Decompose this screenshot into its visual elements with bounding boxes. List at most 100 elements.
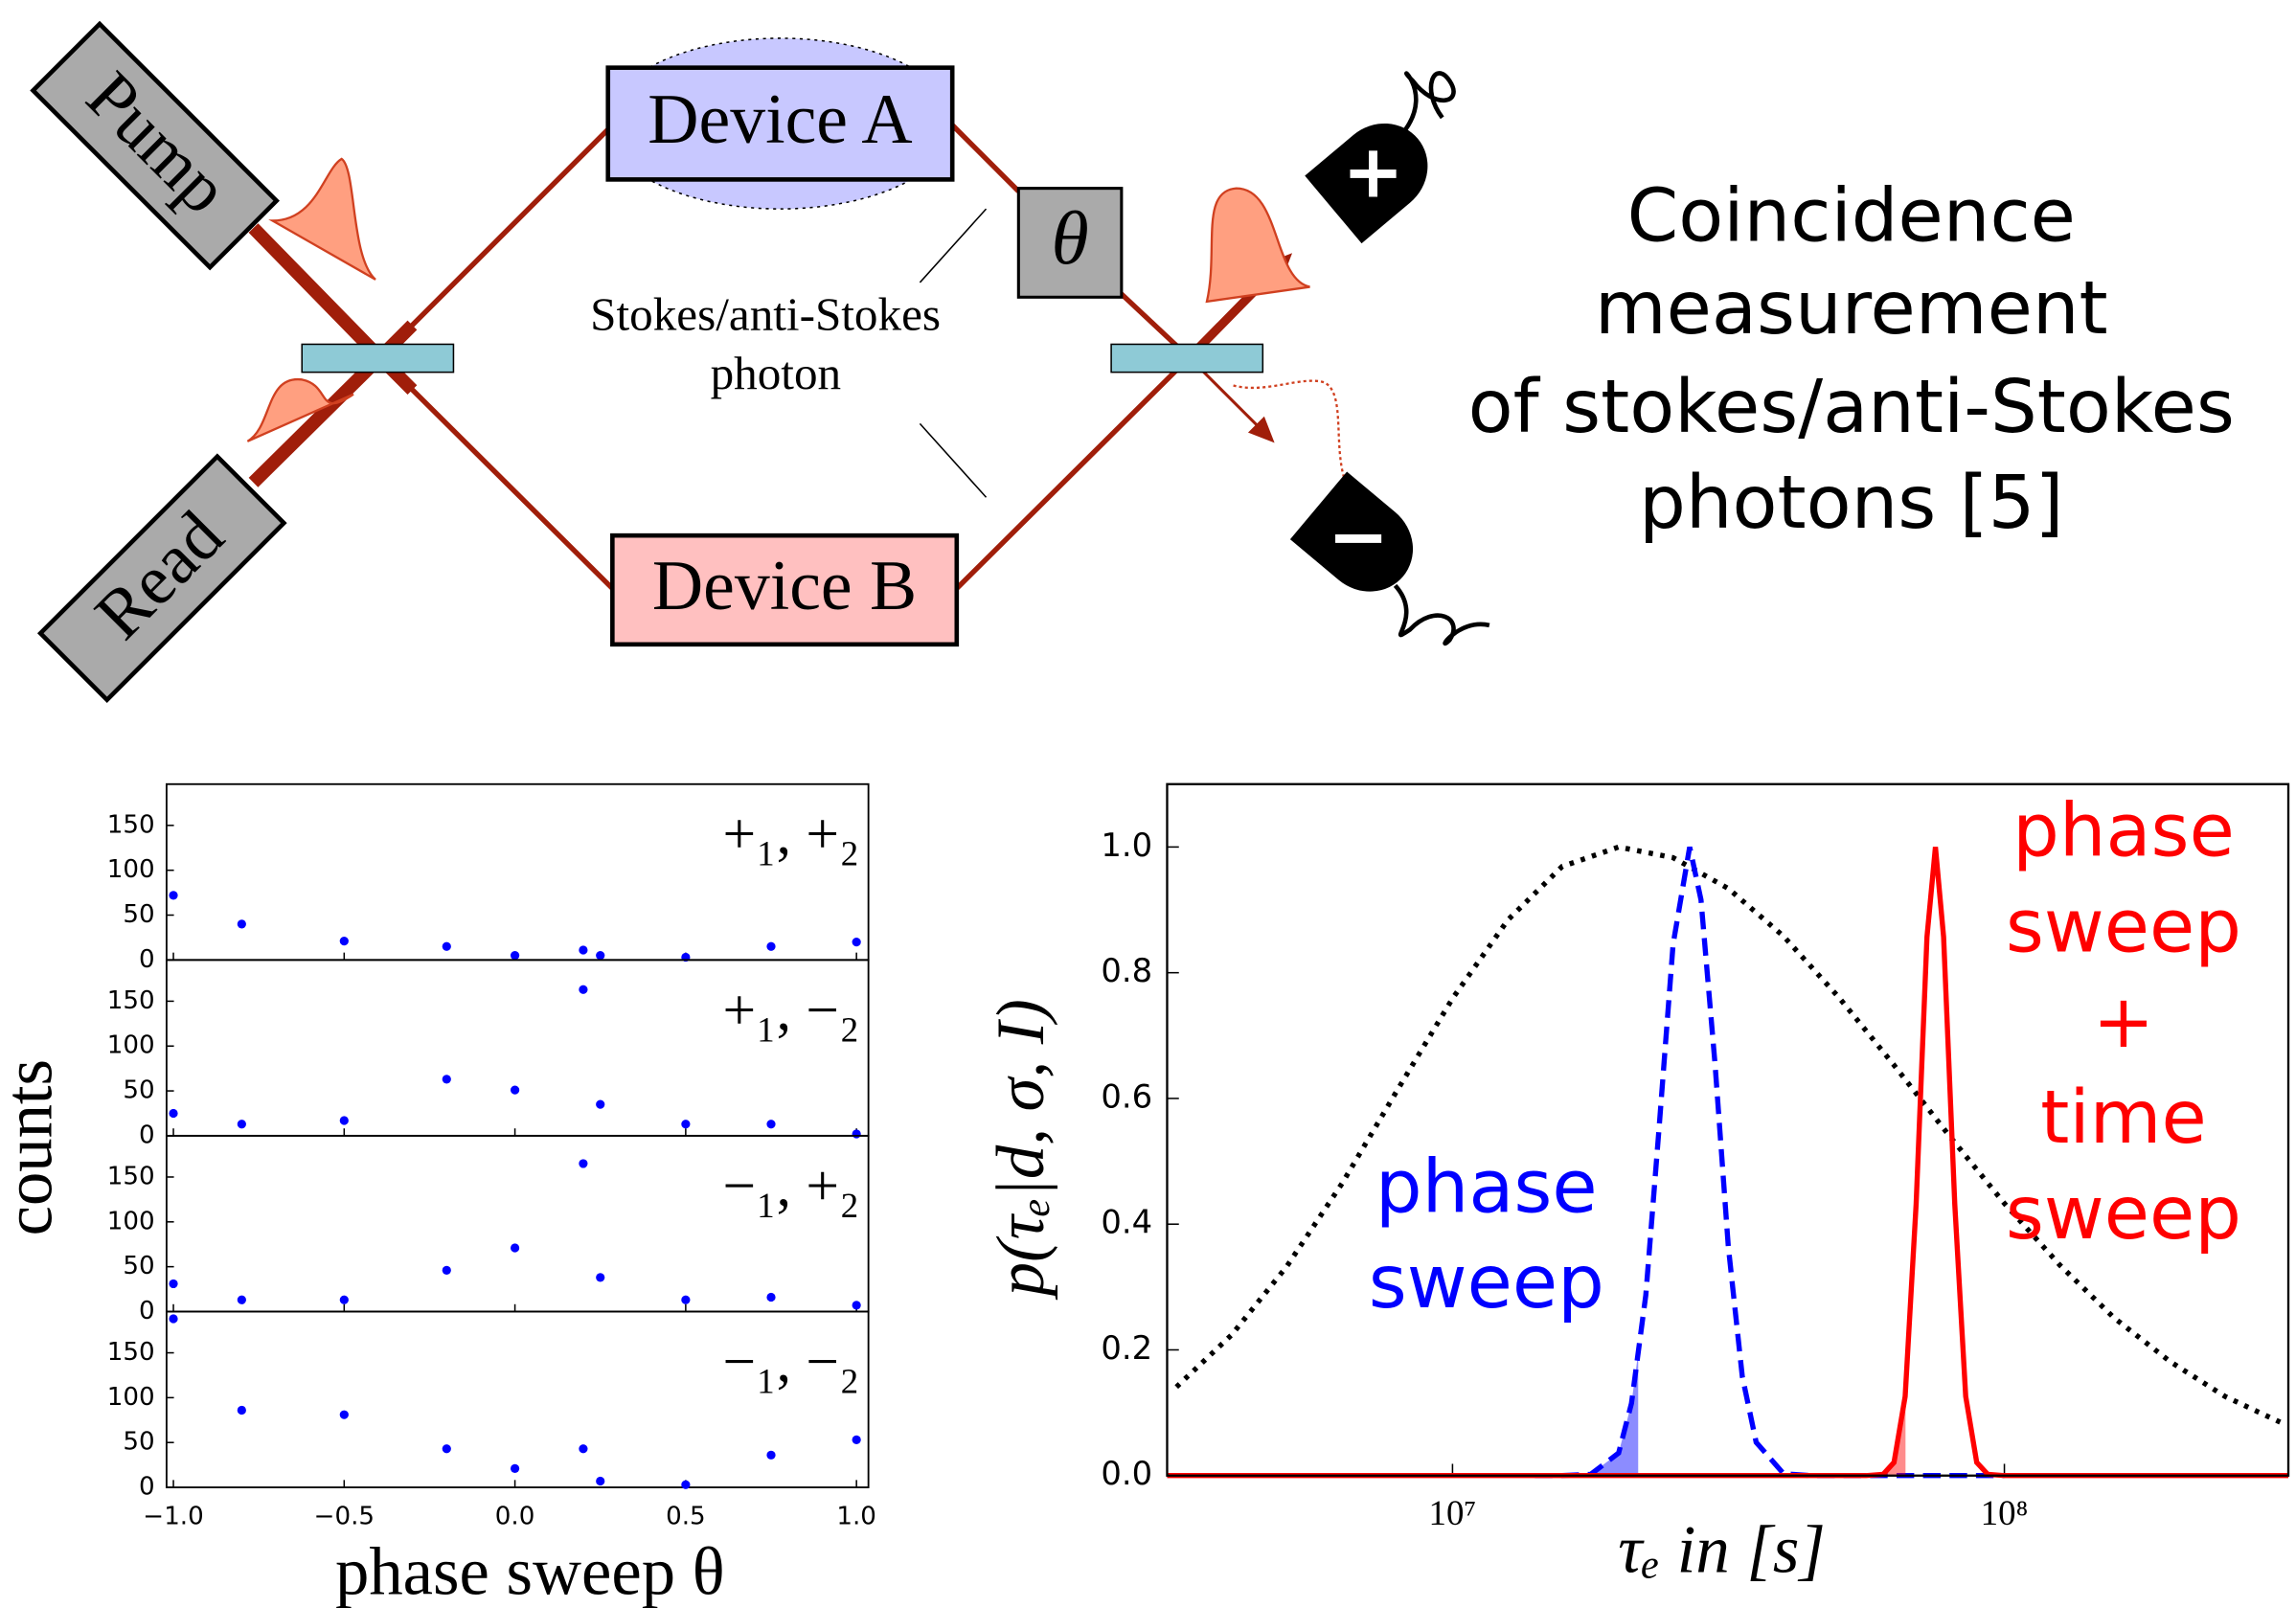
x-tick-label: 0.5	[666, 1502, 706, 1530]
device-a-label: Device A	[648, 79, 912, 158]
point	[169, 1314, 178, 1324]
read-beam	[248, 352, 385, 487]
y-tick-label: 0.0	[1101, 1455, 1152, 1492]
point	[510, 951, 520, 961]
x-axis-label: phase sweep θ	[335, 1534, 725, 1608]
point	[169, 891, 178, 900]
point	[339, 1116, 349, 1125]
pulse	[246, 378, 354, 442]
pulse	[268, 157, 376, 281]
point	[579, 985, 588, 994]
point	[579, 945, 588, 955]
point	[579, 1159, 588, 1168]
y-tick-label: 100	[107, 1383, 155, 1412]
point	[766, 1450, 776, 1460]
curve-label: phase	[2012, 789, 2235, 874]
point	[237, 919, 246, 929]
y-tick-label: 50	[123, 1076, 154, 1105]
beam	[950, 123, 1021, 193]
y-tick-label: 0.4	[1101, 1204, 1152, 1241]
fiber	[1403, 71, 1456, 131]
point	[442, 1265, 451, 1275]
detector-body	[1289, 471, 1414, 592]
pulse	[1233, 379, 1348, 487]
read-source: Read	[36, 453, 287, 704]
panel-label: +₁, −₂	[723, 978, 860, 1043]
x-tick-label: 10⁷	[1429, 1493, 1477, 1532]
beam	[377, 127, 610, 360]
point	[237, 1295, 246, 1304]
point	[852, 1435, 861, 1445]
panel-label: −₁, −₂	[723, 1329, 860, 1394]
point	[681, 1120, 691, 1129]
detector-sign: −	[1328, 494, 1389, 579]
y-tick-label: 1.0	[1101, 827, 1152, 864]
point	[852, 937, 861, 947]
point	[339, 1295, 349, 1304]
point	[766, 941, 776, 951]
curve-label: +	[2093, 980, 2154, 1065]
y-tick-label: 0	[139, 945, 155, 974]
detector-body	[1305, 123, 1428, 244]
y-tick-label: 0	[139, 1121, 155, 1149]
point	[681, 1480, 691, 1489]
curve	[1167, 847, 2289, 1479]
point	[766, 1120, 776, 1129]
point	[442, 1075, 451, 1084]
y-tick-label: 150	[107, 1162, 155, 1190]
y-tick-label: 150	[107, 810, 155, 839]
read-box	[36, 453, 287, 704]
point	[237, 1120, 246, 1129]
beam	[377, 355, 615, 591]
photon-label: photon	[711, 347, 842, 399]
point	[510, 1243, 520, 1253]
point	[579, 1444, 588, 1454]
point	[596, 951, 605, 961]
point	[766, 1292, 776, 1302]
phase-label: θ	[1051, 196, 1088, 281]
panel-label: +₁, +₂	[723, 802, 860, 867]
setup-diagram: Device A Device B θ Pump Read Stokes/ant…	[30, 20, 2235, 704]
device-a	[605, 65, 955, 182]
y-axis-label: counts	[0, 1059, 66, 1235]
beam-splitter	[301, 343, 455, 374]
y-axis-label: p(τₑ|d, σ, I)	[984, 999, 1058, 1301]
curve-label: phase	[1375, 1144, 1598, 1230]
y-tick-label: 50	[123, 1428, 154, 1457]
y-tick-label: 150	[107, 986, 155, 1015]
x-tick-label: 0.0	[495, 1502, 535, 1530]
photon-label: Stokes/anti-Stokes	[590, 288, 941, 341]
y-tick-label: 0	[139, 1473, 155, 1502]
pump-beam	[248, 223, 385, 363]
point	[596, 1476, 605, 1486]
point	[852, 1129, 861, 1139]
caption: measurement	[1595, 266, 2108, 351]
device-b	[610, 532, 960, 647]
plot-frame	[1166, 782, 2290, 1477]
detector-plus: +	[1305, 123, 1428, 244]
detector-minus: −	[1289, 471, 1414, 592]
point	[510, 1085, 520, 1095]
x-tick-label: −0.5	[314, 1502, 375, 1530]
y-tick-label: 150	[107, 1338, 155, 1367]
x-axis-label: τₑ in [s]	[1618, 1512, 1826, 1587]
y-tick-label: 100	[107, 855, 155, 884]
y-tick-label: 100	[107, 1031, 155, 1060]
pump-box	[30, 20, 280, 271]
point	[442, 941, 451, 951]
point	[852, 1301, 861, 1310]
x-tick-label: −1.0	[143, 1502, 203, 1530]
curve-label: sweep	[2006, 1171, 2241, 1257]
point	[596, 1273, 605, 1282]
point	[681, 1295, 691, 1304]
x-tick-label: 10⁸	[1981, 1493, 2029, 1532]
point	[169, 1108, 178, 1119]
shaded-area	[1534, 1352, 1639, 1476]
curve-label: sweep	[2006, 884, 2241, 969]
caption: of stokes/anti-Stokes	[1468, 365, 2235, 450]
caption: photons [5]	[1639, 461, 2063, 546]
y-tick-label: 0	[139, 1297, 155, 1325]
